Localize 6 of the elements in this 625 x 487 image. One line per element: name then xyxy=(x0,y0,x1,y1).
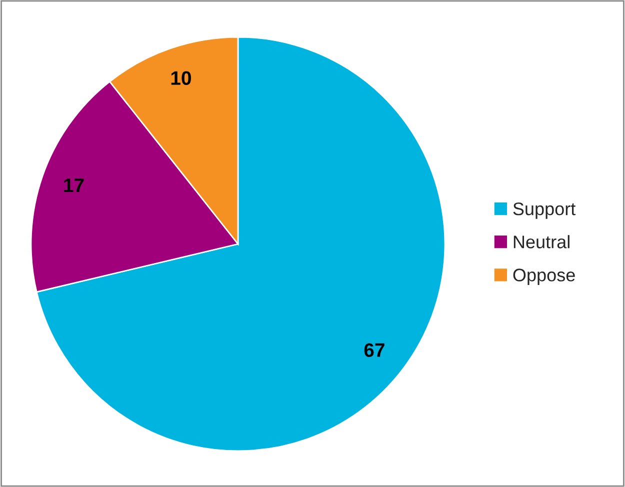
data-label: 67 xyxy=(364,343,384,357)
legend-label: Oppose xyxy=(513,268,575,285)
legend-label: Support xyxy=(513,202,576,219)
data-label: 17 xyxy=(64,178,84,192)
legend-label: Neutral xyxy=(514,235,570,248)
data-label: 10 xyxy=(171,71,191,85)
